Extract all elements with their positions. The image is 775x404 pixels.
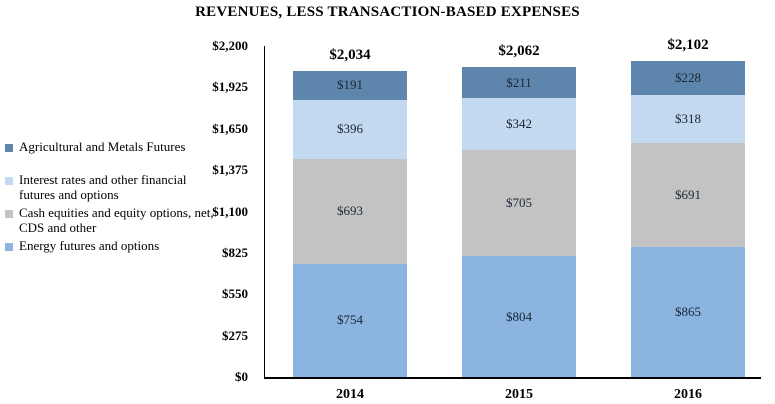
legend-swatch-icon [5, 210, 13, 218]
segment-value-label: $211 [506, 74, 532, 90]
segment-value-label: $396 [337, 121, 363, 137]
legend-label: Agricultural and Metals Futures [19, 139, 186, 154]
bar-total-label: $2,034 [329, 46, 371, 63]
segment-value-label: $191 [337, 77, 363, 93]
bar-segment: $804 [462, 256, 576, 377]
y-axis: $2,200 $1,925 $1,650 $1,375 $1,100 $825 $550 $2… [150, 38, 256, 384]
bar-segment: $191 [293, 71, 407, 100]
legend-label: Interest rates and other financial futur… [19, 172, 187, 202]
bar-total-label: $2,102 [667, 36, 709, 53]
bar-2016: $228 $318 $691 $865 [631, 60, 745, 377]
bar-segment: $754 [293, 263, 407, 377]
bar-segment: $705 [462, 149, 576, 257]
bar-segment: $318 [631, 95, 745, 143]
x-axis-label: 2014 [336, 387, 364, 402]
y-tick-label: $2,200 [212, 38, 248, 53]
y-tick-label: $550 [222, 286, 248, 302]
segment-value-label: $804 [506, 308, 532, 324]
segment-value-label: $318 [675, 110, 701, 126]
segment-value-label: $228 [675, 69, 701, 85]
y-tick-label: $1,925 [212, 79, 248, 95]
bar-2015: $211 $342 $705 $804 [462, 66, 576, 377]
y-tick-label: $0 [235, 369, 248, 384]
legend-item-energy-futures-and-options: Energy futures and options [5, 238, 245, 272]
legend-label: Cash equities and equity options, net, C… [19, 205, 214, 235]
legend-item-cash-equities-and-equity-options-net-cds-and-other: Cash equities and equity options, net, C… [5, 205, 245, 239]
bar-segment: $396 [293, 99, 407, 160]
bar-2014: $191 $396 $693 $754 [293, 71, 407, 377]
segment-value-label: $691 [675, 186, 701, 202]
plot-area: $191 $396 $693 $754 $2,034 2014 $211 $342 $705 $8… [264, 37, 761, 402]
legend-label: Energy futures and options [19, 238, 160, 253]
legend-swatch-icon [5, 243, 13, 251]
x-axis-label: 2016 [674, 387, 702, 402]
legend-item-agricultural-and-metals-futures: Agricultural and Metals Futures [5, 139, 245, 173]
bar-segment: $691 [631, 142, 745, 247]
bar-segment: $211 [462, 66, 576, 99]
y-tick-label: $825 [222, 244, 248, 260]
legend-swatch-icon [5, 144, 13, 152]
segment-value-label: $754 [337, 312, 363, 328]
y-tick-label: $1,100 [212, 203, 248, 219]
bar-segment: $865 [631, 246, 745, 377]
x-axis-label: 2015 [505, 387, 533, 402]
chart-title: REVENUES, LESS TRANSACTION-BASED EXPENSE… [195, 4, 580, 20]
bar-segment: $342 [462, 98, 576, 150]
bar-segment: $228 [631, 60, 745, 95]
y-tick-label: $1,650 [212, 120, 248, 136]
y-tick-label: $1,375 [212, 162, 248, 178]
y-tick-label: $275 [222, 327, 248, 343]
segment-value-label: $693 [337, 203, 363, 219]
legend: Agricultural and Metals Futures Interest … [5, 139, 245, 272]
bar-segment: $693 [293, 159, 407, 264]
legend-item-interest-rates-and-other-financial-futures-and-options: Interest rates and other financial futur… [5, 172, 245, 206]
segment-value-label: $342 [506, 116, 532, 132]
segment-value-label: $865 [675, 303, 701, 319]
bar-total-label: $2,062 [498, 42, 540, 59]
legend-swatch-icon [5, 177, 13, 185]
segment-value-label: $705 [506, 195, 532, 210]
